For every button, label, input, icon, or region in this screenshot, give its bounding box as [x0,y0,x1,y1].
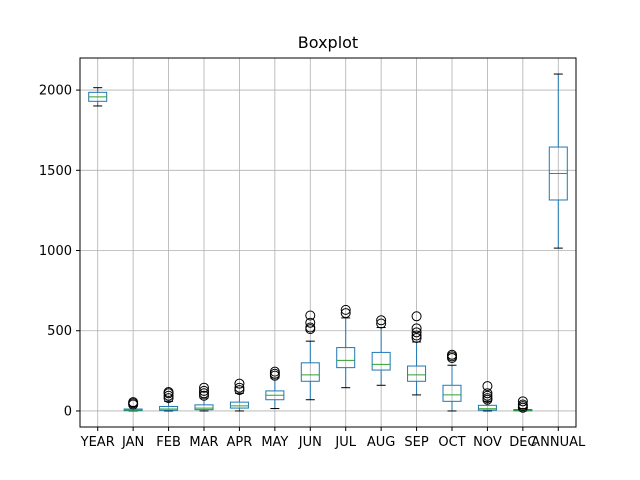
box-iqr [194,404,214,411]
box-apr [229,378,249,412]
x-tick-label: JUL [334,435,356,450]
y-tick-label: 1500 [39,164,72,179]
x-tick-label: AUG [367,435,395,450]
box-aug [371,315,391,386]
outlier-point [128,397,139,408]
box-iqr [477,404,497,411]
plot-area-frame [79,57,577,428]
box-oct [442,349,462,412]
x-tick-label: SEP [404,435,428,450]
outlier-point [199,385,209,396]
box-iqr [442,384,462,402]
x-tick-label: JUN [298,435,322,450]
box-iqr [371,351,391,371]
outlier-point [517,396,528,407]
y-tick-label: 2000 [39,84,72,99]
box-sep [407,311,427,396]
outlier-point [482,390,493,401]
outlier-point [163,390,174,401]
x-tick-label: ANNUAL [531,435,586,450]
grid [80,58,576,427]
outlier-point [199,390,209,401]
x-tick-label: OCT [438,435,465,450]
box-iqr [336,347,356,369]
y-tick-label: 0 [64,404,72,419]
box-jul [336,304,356,389]
outlier-point [376,318,387,329]
outlier-point [234,382,245,393]
x-axis: YEAR JAN FEB MAR APR MAY JUN JUL AUG SEP OCT NOV DEC… [80,427,586,450]
box-jun [300,310,320,401]
outlier-point [163,393,174,404]
box-dec [513,396,533,413]
outlier-point [411,327,422,338]
box-may [265,366,285,410]
outlier-point [305,322,316,333]
box-iqr [229,401,249,409]
outlier-point [305,317,316,328]
x-tick-label: FEB [156,435,181,450]
box-annual [548,73,568,249]
outlier-point [517,399,528,410]
outlier-point [411,332,422,343]
box-iqr [407,365,427,382]
outlier-point [482,381,493,392]
y-tick-label: 1000 [39,244,72,259]
outlier-point [340,308,351,319]
box-iqr [300,362,320,382]
boxes [88,73,568,413]
outlier-point [305,310,316,321]
box-year [88,87,108,107]
box-iqr [159,405,179,411]
box-mar [194,382,214,412]
outlier-point [482,393,493,404]
x-tick-label: MAY [261,435,288,450]
y-tick-label: 500 [47,324,72,339]
outlier-point [340,304,351,315]
y-axis: 0 500 1000 1500 2000 [39,84,80,419]
outlier-point [411,311,422,322]
box-feb [159,387,179,412]
x-tick-label: YEAR [80,435,115,450]
box-nov [477,381,497,412]
outlier-point [269,366,280,377]
box-jan [123,397,143,412]
outlier-point [482,388,493,399]
outlier-point [234,378,245,389]
outlier-point [411,330,422,341]
x-tick-label: NOV [473,435,502,450]
x-tick-label: MAR [189,435,218,450]
outlier-point [199,382,209,393]
x-tick-label: JAN [121,435,144,450]
outlier-point [199,388,209,399]
outlier-point [163,387,174,398]
outlier-point [447,349,457,360]
x-tick-label: DEC [509,435,536,450]
x-tick-label: APR [227,435,253,450]
chart-title: Boxplot [298,33,358,52]
outlier-point [411,323,422,334]
outlier-point [234,385,245,396]
outlier-point [376,315,387,326]
